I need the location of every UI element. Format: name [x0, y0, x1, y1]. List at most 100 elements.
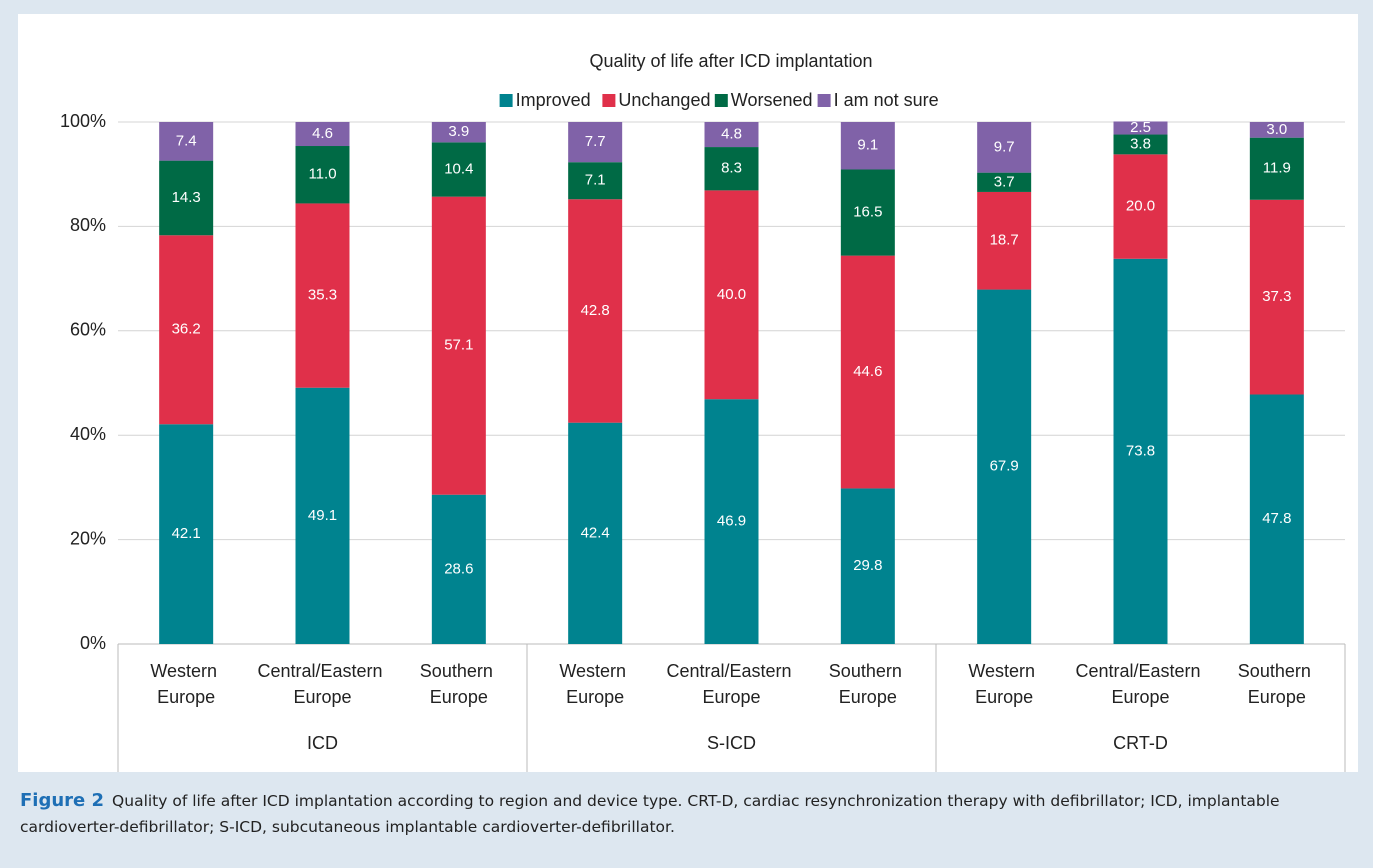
- data-label: 42.4: [581, 524, 610, 541]
- group-label: ICD: [307, 733, 338, 753]
- legend-label: I am not sure: [834, 90, 939, 110]
- legend-label: Improved: [516, 90, 591, 110]
- bar-segment: [1113, 121, 1168, 135]
- legend-swatch: [714, 94, 728, 107]
- data-label: 3.0: [1266, 121, 1287, 138]
- data-label: 57.1: [444, 337, 473, 354]
- caption-label: Figure 2: [20, 790, 105, 811]
- data-label: 40.0: [717, 286, 746, 303]
- bar-segment: [159, 424, 214, 644]
- data-label: 20.0: [1126, 198, 1155, 215]
- data-label: 67.9: [990, 458, 1019, 475]
- bar-segment: [159, 160, 214, 236]
- data-label: 3.9: [448, 123, 469, 140]
- data-label: 3.8: [1130, 135, 1151, 152]
- bar-segment: [295, 387, 350, 644]
- data-label: 3.7: [994, 173, 1015, 190]
- bar-segment: [1249, 122, 1304, 138]
- group-label: S-ICD: [707, 733, 756, 753]
- data-label: 7.7: [585, 133, 606, 150]
- bar-segment: [977, 191, 1032, 290]
- bar-segment: [704, 147, 759, 191]
- y-tick-label: 0%: [80, 633, 106, 653]
- y-tick-label: 40%: [70, 424, 106, 444]
- bar-segment: [1113, 258, 1168, 644]
- bar-segment: [295, 203, 350, 388]
- bar-segment: [568, 122, 623, 163]
- bar-segment: [704, 190, 759, 400]
- data-label: 42.1: [172, 525, 201, 542]
- x-tick-label: Western Europe: [968, 661, 1040, 707]
- x-tick-label: Western Europe: [150, 661, 222, 707]
- bar-segment: [1249, 394, 1304, 644]
- y-tick-label: 80%: [70, 215, 106, 235]
- y-tick-label: 100%: [60, 111, 106, 131]
- bar-segment: [977, 289, 1032, 644]
- data-label: 9.7: [994, 138, 1015, 155]
- data-label: 18.7: [990, 232, 1019, 249]
- legend-label: Unchanged: [618, 90, 710, 110]
- bar-segment: [159, 122, 214, 161]
- data-label: 28.6: [444, 560, 473, 577]
- data-label: 42.8: [581, 302, 610, 319]
- y-tick-label: 60%: [70, 320, 106, 340]
- bar-segment: [840, 488, 895, 644]
- data-label: 8.3: [721, 160, 742, 177]
- data-label: 11.0: [308, 166, 336, 183]
- x-tick-label: Southern Europe: [829, 661, 907, 707]
- data-label: 35.3: [308, 287, 337, 304]
- bar-segment: [977, 122, 1032, 173]
- bar-segment: [431, 142, 486, 197]
- bar-segment: [295, 122, 350, 147]
- x-tick-label: Central/Eastern Europe: [666, 661, 796, 707]
- data-label: 14.3: [172, 189, 201, 206]
- data-label: 73.8: [1126, 442, 1155, 459]
- data-label: 9.1: [857, 137, 878, 154]
- x-tick-label: Southern Europe: [420, 661, 498, 707]
- data-label: 49.1: [308, 507, 337, 524]
- bar-segment: [159, 235, 214, 425]
- data-label: 46.9: [717, 513, 746, 530]
- bar-segment: [568, 162, 623, 200]
- bar-segment: [1113, 134, 1168, 155]
- x-tick-label: Western Europe: [559, 661, 631, 707]
- bar-segment: [431, 122, 486, 143]
- bar-segment: [1113, 154, 1168, 259]
- bar-segment: [431, 196, 486, 495]
- chart-title: Quality of life after ICD implantation: [589, 51, 872, 71]
- bar-segment: [704, 399, 759, 644]
- data-label: 7.4: [176, 132, 197, 149]
- data-label: 4.8: [721, 125, 742, 142]
- data-label: 2.5: [1130, 119, 1151, 136]
- bar-segment: [295, 146, 350, 204]
- bar-segment: [1249, 199, 1304, 395]
- data-label: 4.6: [312, 125, 333, 142]
- group-label: CRT-D: [1113, 733, 1168, 753]
- data-label: 7.1: [585, 172, 606, 189]
- bar-segment: [977, 172, 1032, 192]
- legend-swatch: [499, 94, 513, 107]
- data-label: 10.4: [444, 160, 473, 177]
- data-label: 36.2: [172, 321, 201, 338]
- bar-segment: [1249, 137, 1304, 200]
- legend-label: Worsened: [731, 90, 813, 110]
- bar-segment: [840, 122, 895, 170]
- bar-segment: [840, 169, 895, 256]
- chart: Quality of life after ICD implantation 0…: [18, 14, 1358, 772]
- bar-segment: [431, 494, 486, 644]
- bar-segment: [704, 122, 759, 148]
- data-label: 37.3: [1262, 288, 1291, 305]
- data-label: 16.5: [853, 204, 882, 221]
- y-tick-label: 20%: [70, 528, 106, 548]
- legend-swatch: [602, 94, 616, 107]
- x-tick-label: Central/Eastern Europe: [1075, 661, 1205, 707]
- caption: Figure 2 Quality of life after ICD implan…: [20, 788, 1356, 840]
- bar-segment: [840, 255, 895, 489]
- x-tick-label: Central/Eastern Europe: [257, 661, 387, 707]
- data-label: 11.9: [1263, 160, 1291, 177]
- data-label: 47.8: [1262, 510, 1291, 527]
- data-label: 29.8: [853, 557, 882, 574]
- x-tick-label: Southern Europe: [1238, 661, 1316, 707]
- caption-text: Quality of life after ICD implantation a…: [20, 792, 1280, 836]
